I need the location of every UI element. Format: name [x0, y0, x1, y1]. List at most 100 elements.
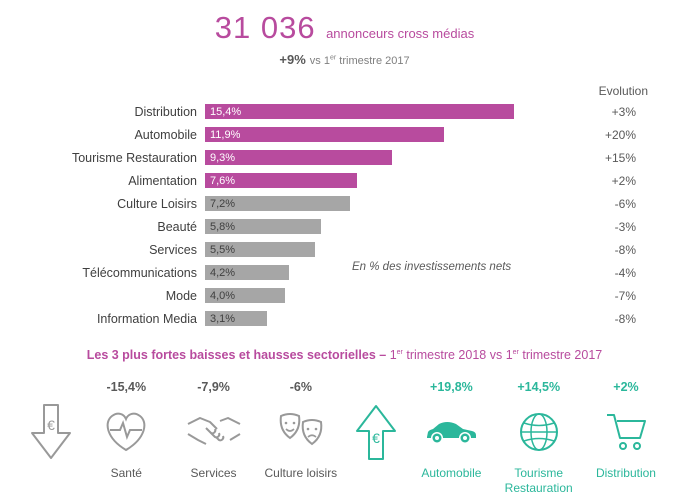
bar: 7,6%	[205, 173, 358, 188]
bar-track: 5,5%	[205, 242, 542, 257]
decrease-label: Culture loisirs	[264, 466, 338, 480]
evolution-value: -8%	[614, 242, 636, 257]
increase-value: +14,5%	[517, 380, 561, 394]
chart-row: Beauté 5,8% -3%	[30, 215, 662, 238]
euro-down-arrow-icon: €	[29, 402, 73, 462]
category-label: Alimentation	[128, 173, 197, 188]
decrease-value: -15,4%	[106, 380, 147, 394]
category-label: Mode	[165, 288, 197, 303]
decrease-value: -6%	[289, 380, 312, 394]
bar-value-label: 7,6%	[210, 174, 236, 187]
category-label: Distribution	[134, 104, 197, 119]
evolution-value: +2%	[611, 173, 636, 188]
bar-value-label: 9,3%	[210, 151, 236, 164]
bar-value-label: 5,5%	[210, 243, 236, 256]
bar-track: 5,8%	[205, 219, 542, 234]
bar-value-label: 15,4%	[210, 105, 242, 118]
increase-label: Tourisme Restauration	[504, 466, 573, 495]
bar-value-label: 4,2%	[210, 266, 236, 279]
svg-text:€: €	[47, 417, 55, 433]
chart-row: Information Media 3,1% -8%	[30, 307, 662, 330]
shopping-cart-icon	[603, 402, 649, 462]
sector-bar-chart: Evolution Distribution 15,4% +3% Automob…	[30, 82, 662, 330]
total-advertisers-number: 31 036	[214, 10, 316, 45]
increase-arrow-item: €	[345, 380, 407, 496]
bar: 11,9%	[205, 127, 444, 142]
decrease-arrow-item: €	[20, 380, 82, 496]
chart-rows: Distribution 15,4% +3% Automobile 11,9% …	[30, 100, 662, 330]
category-label: Information Media	[96, 311, 197, 326]
bar: 5,8%	[205, 219, 322, 234]
decrease-item-services: -7,9% Services	[171, 380, 257, 496]
bottom-title-bold: Les 3 plus fortes baisses et hausses sec…	[86, 348, 376, 362]
chart-note: En % des investissements nets	[352, 261, 512, 273]
header: 31 036 annonceurs cross médias +9% vs 1er…	[0, 10, 689, 67]
category-label: Automobile	[134, 127, 197, 142]
bar-track: 7,2%	[205, 196, 542, 211]
bar: 5,5%	[205, 242, 316, 257]
increase-label: Automobile	[421, 466, 482, 480]
globe-icon	[517, 402, 561, 462]
total-advertisers-suffix: annonceurs cross médias	[326, 26, 475, 41]
handshake-icon	[186, 402, 242, 462]
decrease-label: Santé	[110, 466, 142, 480]
chart-row: Mode 4,0% -7%	[30, 284, 662, 307]
headline: 31 036 annonceurs cross médias	[0, 10, 689, 46]
category-label: Tourisme Restauration	[71, 150, 197, 165]
heart-pulse-icon	[102, 402, 150, 462]
bar-track: 11,9%	[205, 127, 542, 142]
decrease-item-sante: -15,4% Santé	[83, 380, 169, 496]
evolution-value: -3%	[614, 219, 636, 234]
increase-label: Distribution	[595, 466, 656, 480]
bar: 15,4%	[205, 104, 515, 119]
evolution-value: -8%	[614, 311, 636, 326]
bar-value-label: 4,0%	[210, 289, 236, 302]
increase-item-distribution: +2% Distribution	[583, 380, 669, 496]
car-icon	[423, 402, 479, 462]
bar: 7,2%	[205, 196, 350, 211]
overall-evolution-pct: +9%	[279, 52, 306, 67]
category-label: Beauté	[157, 219, 197, 234]
evolution-value: +20%	[604, 127, 636, 142]
bottom-section-title: Les 3 plus fortes baisses et hausses sec…	[86, 348, 603, 362]
vs-text: vs 1er trimestre 2017	[309, 54, 410, 67]
decrease-label: Services	[190, 466, 237, 480]
increase-value: +2%	[613, 380, 639, 394]
evolution-value: +3%	[611, 104, 636, 119]
bottom-title-period: 1er trimestre 2018 vs 1er trimestre 2017	[389, 348, 603, 362]
category-label: Services	[149, 242, 197, 257]
svg-text:€: €	[372, 430, 380, 446]
bar-value-label: 7,2%	[210, 197, 236, 210]
comparison-line: +9% vs 1er trimestre 2017	[0, 52, 689, 67]
increase-value: +19,8%	[430, 380, 473, 394]
evolution-value: -7%	[614, 288, 636, 303]
decrease-item-culture-loisirs: -6% Culture loisirs	[258, 380, 344, 496]
evolution-value: -4%	[614, 265, 636, 280]
bar-track: 4,2%	[205, 265, 542, 280]
bar: 3,1%	[205, 311, 268, 326]
bar-track: 7,6%	[205, 173, 542, 188]
increase-item-automobile: +19,8% Automobile	[408, 380, 494, 496]
evolution-value: +15%	[604, 150, 636, 165]
chart-row: Services 5,5% -8%	[30, 238, 662, 261]
bar-value-label: 3,1%	[210, 312, 236, 325]
category-label: Culture Loisirs	[117, 196, 197, 211]
bar-value-label: 11,9%	[210, 128, 241, 141]
bar-track: 15,4%	[205, 104, 542, 119]
increase-item-tourisme-restauration: +14,5% Tourisme Restauration	[496, 380, 582, 496]
euro-up-arrow-icon: €	[354, 402, 398, 462]
bar: 4,2%	[205, 265, 290, 280]
chart-row: Automobile 11,9% +20%	[30, 123, 662, 146]
chart-row: Télécommunications 4,2% -4%	[30, 261, 662, 284]
top-changes-row: € -15,4% Santé -7,9%	[20, 380, 669, 496]
bar-track: 9,3%	[205, 150, 542, 165]
decrease-value: -7,9%	[197, 380, 230, 394]
bar-track: 3,1%	[205, 311, 542, 326]
chart-row: Tourisme Restauration 9,3% +15%	[30, 146, 662, 169]
bar: 9,3%	[205, 150, 392, 165]
theater-masks-icon	[275, 402, 327, 462]
chart-row: Culture Loisirs 7,2% -6%	[30, 192, 662, 215]
chart-header-row: Evolution	[30, 82, 662, 100]
bar: 4,0%	[205, 288, 286, 303]
